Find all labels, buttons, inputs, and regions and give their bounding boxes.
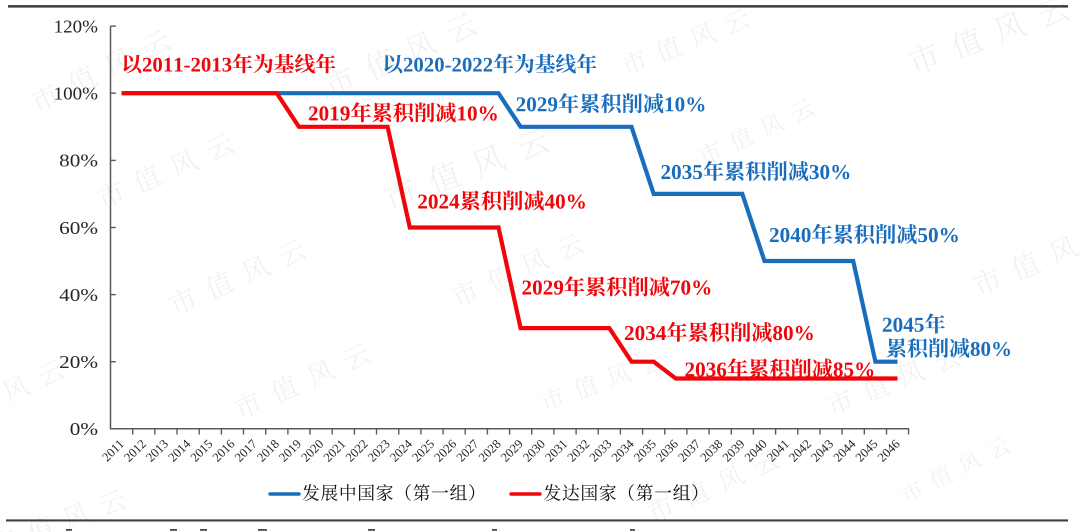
svg-text:100%: 100% (54, 84, 98, 104)
svg-text:60%: 60% (59, 218, 98, 238)
svg-text:120%: 120% (54, 16, 98, 36)
svg-text:40%: 40% (59, 285, 98, 305)
svg-text:80%: 80% (59, 151, 98, 171)
svg-text:20%: 20% (59, 352, 98, 372)
svg-text:0%: 0% (70, 419, 98, 439)
